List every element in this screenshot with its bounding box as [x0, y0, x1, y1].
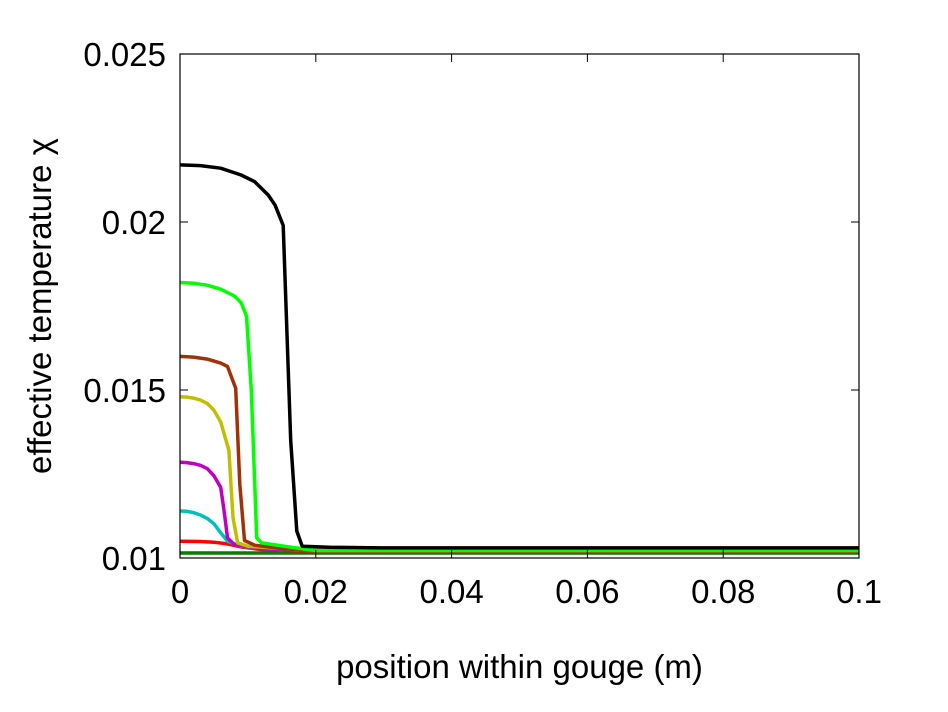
x-axis-label: position within gouge (m): [336, 648, 703, 685]
y-tick-label-3: 0.025: [83, 36, 166, 73]
x-tick-label-0: 0: [171, 573, 189, 610]
plot-frame: [179, 53, 860, 559]
tick-layer: 0 0.02 0.04 0.06 0.08 0.1 0.01 0.015 0.02 0.025: [83, 36, 882, 610]
x-tick-label-1: 0.02: [284, 573, 348, 610]
x-tick-label-5: 0.1: [836, 573, 882, 610]
y-tick-label-0: 0.01: [102, 540, 166, 577]
series-line-7: [179, 163, 859, 550]
y-tick-label-1: 0.015: [83, 372, 166, 409]
y-axis-label: effective temperature χ: [21, 138, 58, 474]
series-layer: [179, 163, 859, 555]
series-line-5: [179, 354, 859, 553]
x-tick-label-3: 0.06: [555, 573, 619, 610]
plot-area: [180, 54, 859, 558]
series-line-6: [179, 280, 859, 553]
y-tick-label-2: 0.02: [102, 204, 166, 241]
x-tick-label-4: 0.08: [691, 573, 755, 610]
x-tick-label-2: 0.04: [419, 573, 483, 610]
